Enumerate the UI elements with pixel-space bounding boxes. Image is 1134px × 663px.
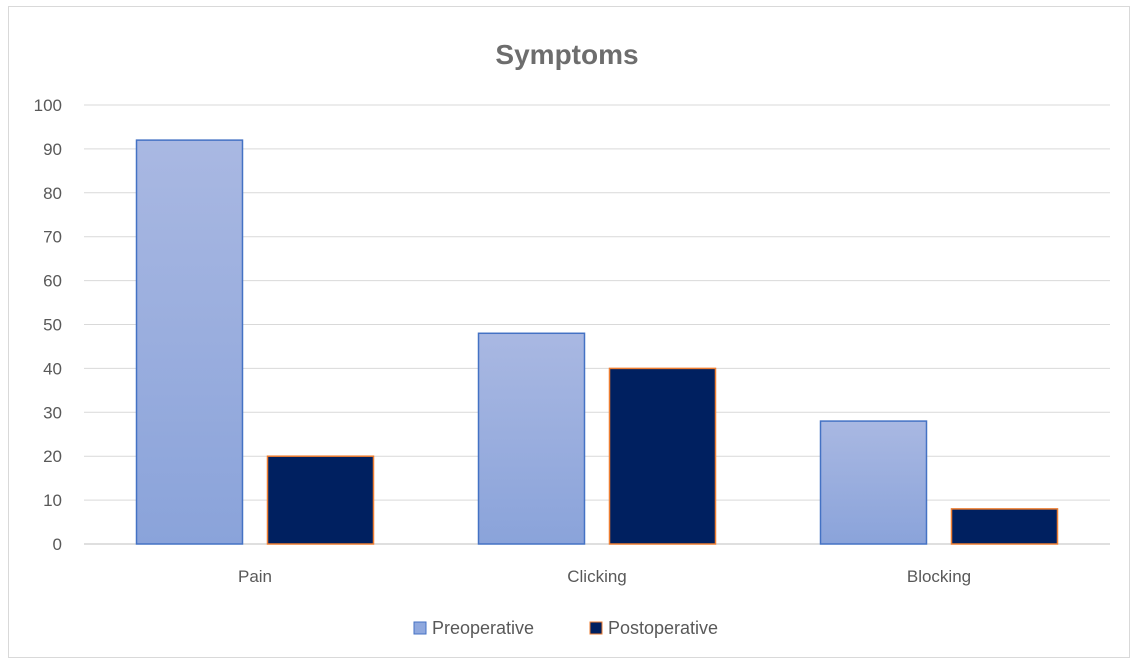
y-tick-label: 70 — [43, 228, 62, 247]
legend-label-postoperative: Postoperative — [608, 618, 718, 638]
chart-title: Symptoms — [495, 39, 638, 70]
bar-preoperative-pain — [135, 139, 244, 545]
bar-postoperative-pain — [266, 455, 375, 545]
bar-postoperative-clicking — [608, 367, 717, 545]
y-tick-label: 80 — [43, 184, 62, 203]
legend-swatch-postoperative — [589, 621, 603, 635]
legend-swatch-preoperative — [413, 621, 427, 635]
x-tick-label: Blocking — [907, 567, 971, 586]
gridlines — [84, 104, 1110, 545]
bars — [135, 139, 1059, 545]
bar-preoperative-clicking — [477, 332, 586, 545]
legend: Preoperative Postoperative — [413, 618, 718, 638]
x-axis-ticks: Pain Clicking Blocking — [238, 567, 971, 586]
y-tick-label: 100 — [34, 96, 62, 115]
y-tick-label: 50 — [43, 316, 62, 335]
x-tick-label: Clicking — [567, 567, 627, 586]
bar-postoperative-blocking — [950, 508, 1059, 545]
bar-preoperative-blocking — [819, 420, 928, 545]
y-tick-label: 10 — [43, 491, 62, 510]
y-axis-ticks: 0 10 20 30 40 50 60 70 80 90 100 — [34, 96, 62, 554]
x-tick-label: Pain — [238, 567, 272, 586]
y-tick-label: 90 — [43, 140, 62, 159]
legend-label-preoperative: Preoperative — [432, 618, 534, 638]
y-tick-label: 40 — [43, 359, 62, 378]
y-tick-label: 60 — [43, 272, 62, 291]
y-tick-label: 30 — [43, 403, 62, 422]
y-tick-label: 0 — [53, 535, 62, 554]
y-tick-label: 20 — [43, 447, 62, 466]
